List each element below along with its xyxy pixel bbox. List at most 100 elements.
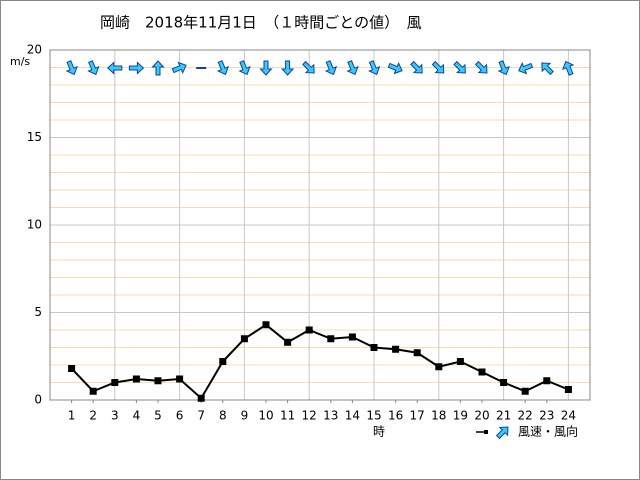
data-point — [392, 345, 400, 353]
arrow-shape — [541, 62, 554, 76]
arrow-shape — [495, 426, 509, 440]
wind-arrow — [497, 60, 510, 76]
arrow-shape — [497, 60, 510, 76]
arrow-shape — [518, 62, 534, 75]
data-point — [284, 338, 292, 346]
wind-arrow — [216, 60, 230, 76]
x-tick-label: 9 — [241, 409, 249, 423]
arrow-shape — [87, 60, 100, 76]
x-tick-label: 14 — [345, 409, 360, 423]
arrow-shape — [324, 60, 338, 76]
x-tick-label: 22 — [518, 409, 533, 423]
wind-arrow — [302, 60, 315, 74]
arrow-shape — [346, 60, 359, 76]
wind-arrow — [128, 61, 145, 75]
series-line — [70, 323, 569, 400]
wind-arrow — [410, 60, 423, 74]
y-tick-label: 5 — [34, 305, 42, 319]
arrow-shape — [280, 60, 295, 76]
x-tick-label: 5 — [154, 409, 162, 423]
wind-arrow — [65, 60, 78, 76]
y-tick-label: 20 — [27, 43, 42, 57]
data-point — [111, 379, 119, 386]
x-tick-label: 7 — [197, 409, 205, 423]
x-tick-label: 3 — [111, 409, 119, 423]
wind-arrow — [518, 62, 534, 75]
data-point — [176, 375, 184, 383]
arrow-shape — [107, 61, 123, 75]
wind-arrow — [280, 60, 295, 76]
wind-arrow — [562, 60, 575, 76]
data-point — [456, 358, 464, 365]
legend-label: 風速・風向 — [518, 424, 578, 439]
plot-border — [49, 49, 591, 401]
arrow-shape — [171, 61, 187, 74]
x-tick-label: 4 — [133, 409, 141, 423]
data-point — [89, 387, 97, 395]
arrow-shape — [562, 60, 575, 76]
wind-arrow — [151, 60, 165, 76]
legend-arrow — [495, 426, 509, 440]
x-axis-label: 時 — [373, 425, 385, 439]
data-point — [478, 368, 486, 376]
wind-arrow — [324, 60, 338, 76]
data-point — [564, 386, 572, 393]
wind-arrow — [259, 60, 273, 76]
arrow-shape — [65, 60, 78, 76]
arrow-shape — [474, 60, 488, 74]
legend-point — [484, 430, 488, 434]
data-point — [435, 363, 443, 371]
x-tick-label: 8 — [219, 409, 227, 423]
data-point — [543, 377, 551, 385]
arrow-shape — [302, 60, 315, 74]
arrow-shape — [431, 60, 445, 74]
data-point — [262, 321, 270, 329]
arrow-shape — [453, 60, 466, 74]
y-axis-label: m/s — [10, 55, 30, 68]
arrow-shape — [387, 62, 403, 75]
x-tick-label: 10 — [258, 409, 273, 423]
x-tick-label: 23 — [539, 409, 554, 423]
x-tick-label: 17 — [410, 409, 425, 423]
arrow-shape — [368, 60, 381, 76]
arrow-shape — [410, 60, 423, 74]
wind-arrow — [387, 62, 403, 75]
y-tick-label: 15 — [27, 130, 42, 144]
wind-arrow — [368, 60, 381, 76]
wind-arrow — [171, 61, 187, 74]
x-tick-label: 18 — [431, 409, 446, 423]
arrow-shape — [151, 60, 165, 76]
y-tick-label: 0 — [34, 393, 42, 407]
x-tick-label: 16 — [388, 409, 403, 423]
wind-arrow — [541, 62, 554, 76]
wind-arrow — [431, 60, 445, 74]
y-tick-label: 10 — [27, 218, 42, 232]
arrow-shape — [238, 60, 251, 76]
x-tick-label: 24 — [561, 409, 576, 423]
data-point — [132, 375, 140, 383]
wind-arrow — [87, 60, 100, 76]
x-tick-label: 2 — [89, 409, 97, 423]
chart-title: 岡崎 2018年11月1日 （１時間ごとの値） 風 — [100, 14, 422, 32]
data-point — [219, 358, 227, 365]
data-point — [500, 379, 508, 386]
x-tick-label: 6 — [176, 409, 184, 423]
arrow-shape — [259, 60, 273, 76]
wind-arrow — [474, 60, 488, 74]
data-point — [68, 365, 76, 372]
data-point — [348, 333, 356, 341]
arrow-shape — [216, 60, 230, 76]
x-tick-label: 12 — [302, 409, 317, 423]
wind-arrow — [238, 60, 251, 76]
data-point — [240, 335, 248, 343]
wind-arrow — [107, 61, 123, 75]
x-tick-label: 19 — [453, 409, 468, 423]
x-tick-label: 11 — [280, 409, 295, 423]
x-tick-label: 15 — [366, 409, 381, 423]
data-point — [305, 326, 313, 334]
x-tick-label: 21 — [496, 409, 511, 423]
arrow-shape — [128, 61, 145, 75]
data-point — [327, 335, 335, 343]
data-point — [197, 394, 205, 402]
